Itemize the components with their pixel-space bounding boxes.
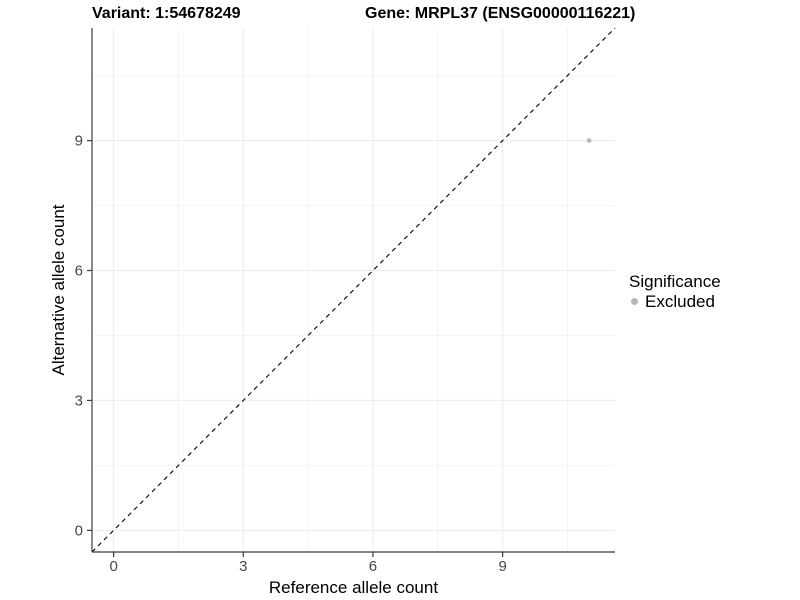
y-tick-label: 9 — [75, 133, 83, 150]
x-axis-title: Reference allele count — [268, 578, 439, 597]
x-tick-label: 3 — [239, 558, 247, 575]
y-tick-label: 0 — [75, 522, 83, 539]
x-tick-label: 6 — [369, 558, 377, 575]
legend-dot-icon — [631, 298, 638, 305]
legend-entry-excluded: Excluded — [629, 292, 721, 311]
variant-title: Variant: 1:54678249 — [92, 5, 241, 22]
legend-entry-label: Excluded — [645, 292, 715, 311]
identity-dashed-line — [91, 27, 616, 553]
legend-title: Significance — [629, 272, 721, 291]
x-tick-label: 0 — [109, 558, 117, 575]
y-axis-title: Alternative allele count — [49, 204, 68, 376]
gene-title: Gene: MRPL37 (ENSG00000116221) — [365, 5, 636, 22]
y-tick-label: 6 — [75, 263, 83, 280]
x-tick-label: 9 — [498, 558, 506, 575]
y-tick-label: 3 — [75, 392, 83, 409]
legend: Significance Excluded — [629, 272, 721, 311]
data-point — [586, 138, 592, 143]
